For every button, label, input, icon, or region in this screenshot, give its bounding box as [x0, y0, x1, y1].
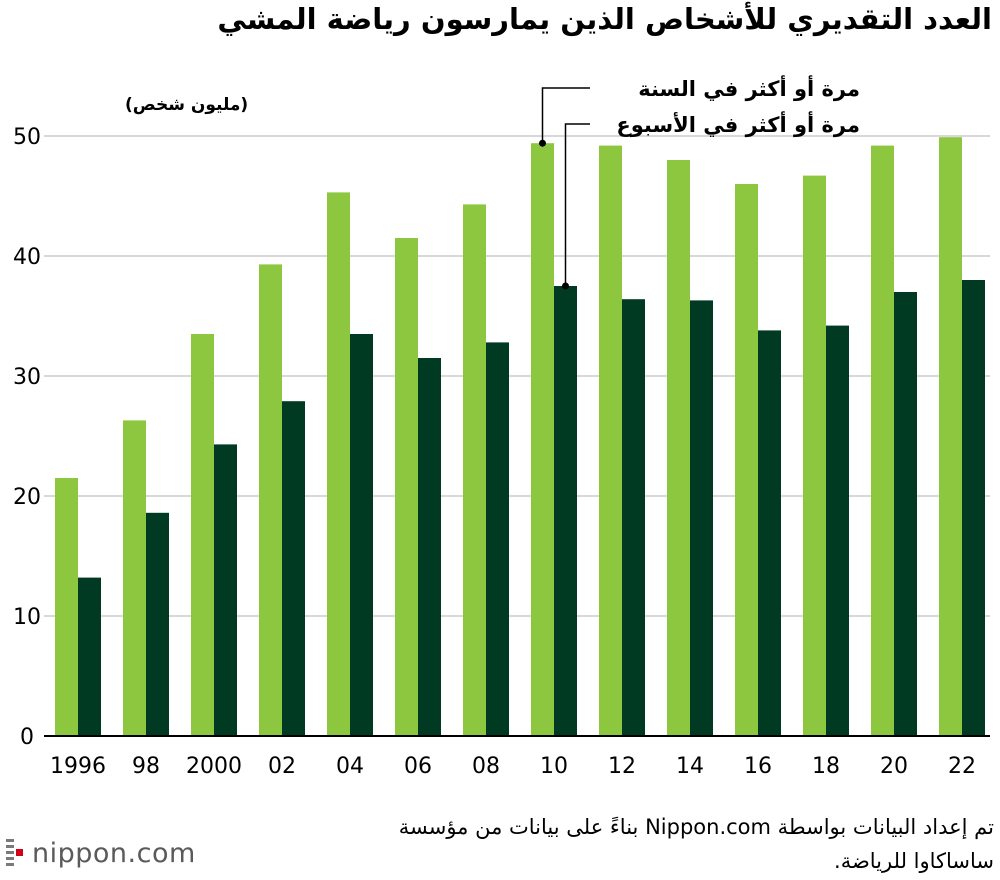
- bar-weekly: [826, 325, 849, 736]
- nippon-logo: nippon.com: [6, 838, 196, 869]
- bar-annual: [531, 143, 554, 736]
- x-tick-label: 20: [880, 754, 908, 779]
- annotation-leader-line: [541, 87, 590, 144]
- x-tick-label: 22: [948, 754, 976, 779]
- bar-weekly: [350, 334, 373, 736]
- annotation-leader-line: [564, 123, 590, 286]
- bar-annual: [599, 145, 622, 737]
- bar-annual: [327, 192, 350, 736]
- bar-weekly: [962, 280, 985, 736]
- bar-weekly: [554, 286, 577, 736]
- bar-annual: [871, 145, 894, 737]
- bar-weekly: [894, 292, 917, 736]
- x-tick-label: 06: [404, 754, 432, 779]
- chart-title: العدد التقديري للأشخاص الذين يمارسون ريا…: [217, 2, 992, 36]
- x-tick-label: 14: [676, 754, 704, 779]
- bar-weekly: [146, 512, 169, 736]
- y-tick-label: 30: [13, 365, 41, 390]
- y-tick-label: 0: [20, 725, 34, 750]
- bar-annual: [395, 238, 418, 736]
- x-tick-label: 16: [744, 754, 772, 779]
- logo-text: nippon.com: [32, 838, 196, 869]
- bar-annual: [259, 264, 282, 736]
- y-tick-label: 10: [13, 605, 41, 630]
- bar-annual: [123, 420, 146, 736]
- x-tick-label: 98: [132, 754, 160, 779]
- y-tick-label: 20: [13, 485, 41, 510]
- bar-annual: [55, 478, 78, 736]
- x-tick-label: 04: [336, 754, 364, 779]
- x-tick-label: 2000: [186, 754, 242, 779]
- bar-weekly: [418, 358, 441, 736]
- x-tick-label: 18: [812, 754, 840, 779]
- logo-mark-icon: [6, 838, 23, 866]
- y-tick-label: 50: [13, 125, 41, 150]
- x-tick-label: 10: [540, 754, 568, 779]
- bar-annual: [939, 137, 962, 736]
- x-tick-label: 12: [608, 754, 636, 779]
- bar-annual: [803, 175, 826, 737]
- x-tick-label: 02: [268, 754, 296, 779]
- bar-weekly: [758, 330, 781, 736]
- bar-annual: [735, 184, 758, 736]
- y-tick-label: 40: [13, 245, 41, 270]
- bar-annual: [667, 160, 690, 736]
- bar-weekly: [622, 299, 645, 736]
- bars: [55, 137, 985, 737]
- annotation-label: مرة أو أكثر في السنة: [638, 74, 860, 101]
- annotations: مرة أو أكثر في السنة مرة أو أكثر في الأسب…: [539, 74, 860, 290]
- source-note: تم إعداد البيانات بواسطة Nippon.com بناء…: [398, 815, 994, 873]
- bar-weekly: [690, 300, 713, 736]
- x-tick-label: 1996: [50, 754, 106, 779]
- bar-weekly: [214, 444, 237, 736]
- bar-weekly: [282, 401, 305, 736]
- bar-chart: 0 10 20 30 40 50 1996 98 2000 02 04 06 08 10 12 14 16 18 2…: [13, 74, 990, 779]
- bar-annual: [463, 204, 486, 736]
- bar-annual: [191, 334, 214, 736]
- y-unit-label: (مليون شخص): [125, 95, 248, 115]
- bar-weekly: [486, 342, 509, 736]
- annotation-label: مرة أو أكثر في الأسبوع: [616, 110, 860, 137]
- bar-weekly: [78, 577, 101, 736]
- x-tick-label: 08: [472, 754, 500, 779]
- axes: 0 10 20 30 40 50 1996 98 2000 02 04 06 08 10 12 14 16 18 2…: [13, 125, 990, 779]
